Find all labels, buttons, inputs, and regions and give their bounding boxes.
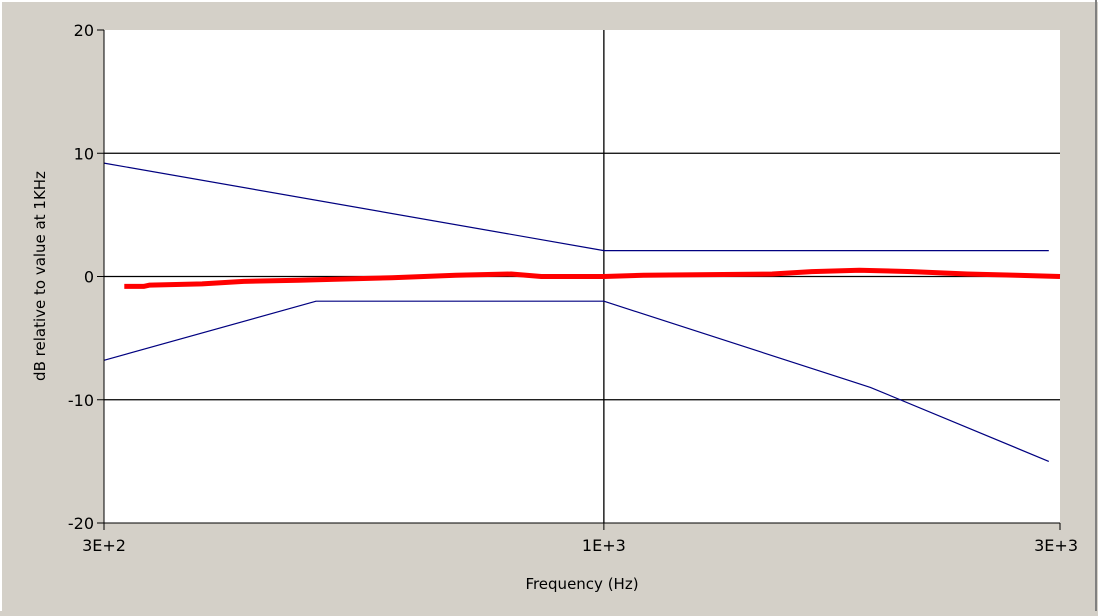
series-group <box>103 162 1061 462</box>
y-axis-title: dB relative to value at 1KHz <box>31 171 49 381</box>
x-tick-label-0: 3E+2 <box>82 536 126 555</box>
y-tick-label-1: 10 <box>74 144 94 163</box>
x-tick-label-2: 3E+3 <box>1034 536 1078 555</box>
series-line-1 <box>103 300 1050 462</box>
y-tick-label-2: 0 <box>84 268 94 287</box>
y-tick-label-4: -20 <box>68 514 94 533</box>
y-tick-label-0: 20 <box>74 21 94 40</box>
x-axis-ticks: 3E+2 1E+3 3E+3 <box>82 523 1078 555</box>
x-axis-title: Frequency (Hz) <box>525 575 638 593</box>
x-tick-label-1: 1E+3 <box>582 536 626 555</box>
y-axis-ticks: 20 10 0 -10 -20 <box>68 21 104 533</box>
series-line-2 <box>124 267 1061 289</box>
y-tick-label-3: -10 <box>68 391 94 410</box>
series-line-0 <box>103 162 1049 252</box>
